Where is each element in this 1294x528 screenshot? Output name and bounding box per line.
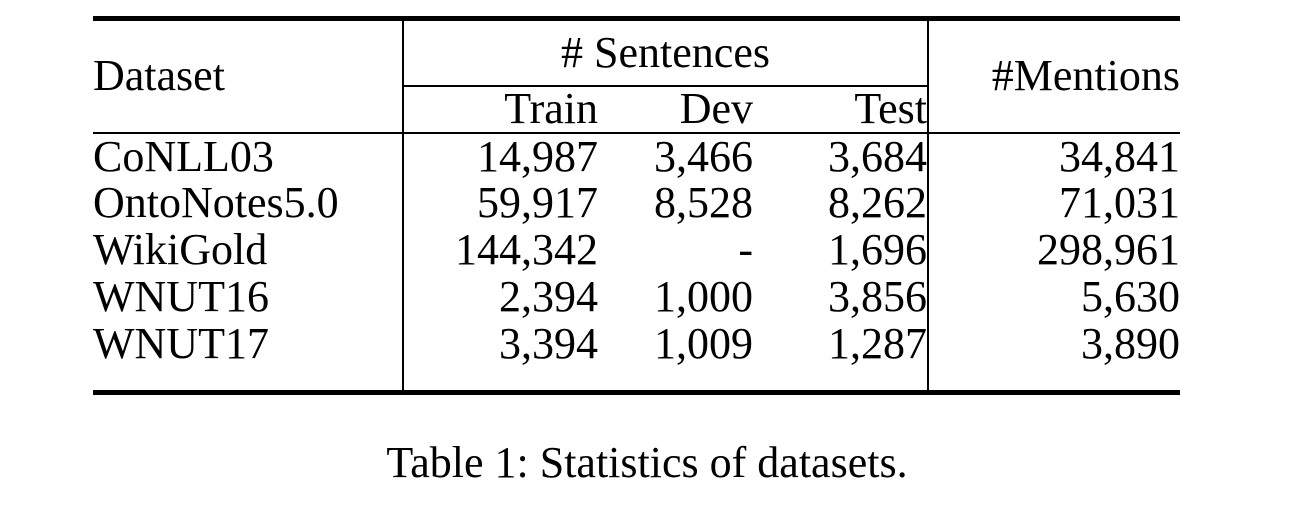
table-row: CoNLL03 14,987 3,466 3,684 34,841: [93, 131, 1180, 181]
table-caption: Table 1: Statistics of datasets.: [386, 438, 908, 487]
table-body: CoNLL03 14,987 3,466 3,684 34,841 OntoNo…: [93, 131, 1180, 392]
cell-dev: 8,528: [654, 178, 753, 227]
cell-test: 1,696: [828, 225, 927, 274]
cell-train: 3,394: [402, 320, 598, 368]
cell-mentions: 34,841: [927, 132, 1180, 180]
cell-train: 2,394: [402, 273, 598, 321]
cell-mentions: 298,961: [927, 226, 1180, 274]
table-bottom-spacer: [93, 367, 1180, 392]
cell-dev: 3,466: [654, 131, 753, 181]
cell-test: 3,856: [828, 272, 927, 321]
table-row: WNUT17 3,394 1,009 1,287 3,890: [93, 319, 1180, 368]
column-header-dataset: Dataset: [93, 18, 403, 134]
column-group-header-sentences: # Sentences: [402, 18, 928, 87]
cell-mentions: 3,890: [927, 320, 1180, 368]
table-header: Dataset # Sentences #Mentions Train Dev …: [93, 18, 1180, 134]
cell-mentions: 71,031: [927, 179, 1180, 227]
cell-dev: -: [738, 225, 753, 274]
dataset-statistics-table: Dataset # Sentences #Mentions Train Dev …: [93, 16, 1180, 395]
cell-dataset: WNUT17: [93, 319, 269, 368]
column-header-train: Train: [402, 85, 598, 134]
cell-dev: 1,009: [654, 319, 753, 368]
cell-test: 3,684: [828, 131, 927, 181]
column-header-mentions: #Mentions: [927, 18, 1180, 134]
cell-train: 14,987: [402, 132, 598, 180]
cell-dataset: WikiGold: [93, 225, 268, 274]
cell-test: 8,262: [828, 178, 927, 227]
table-row: WNUT16 2,394 1,000 3,856 5,630: [93, 272, 1180, 321]
table-row: OntoNotes5.0 59,917 8,528 8,262 71,031: [93, 178, 1180, 227]
cell-test: 1,287: [828, 319, 927, 368]
column-header-dev: Dev: [598, 85, 753, 134]
cell-mentions: 5,630: [927, 273, 1180, 321]
cell-dataset: CoNLL03: [93, 131, 274, 181]
cell-dataset: OntoNotes5.0: [93, 178, 339, 227]
cell-train: 144,342: [402, 226, 598, 274]
table-row: WikiGold 144,342 - 1,696 298,961: [93, 225, 1180, 274]
cell-dataset: WNUT16: [93, 272, 269, 321]
cell-train: 59,917: [402, 179, 598, 227]
column-header-test: Test: [753, 85, 928, 134]
cell-dev: 1,000: [654, 272, 753, 321]
